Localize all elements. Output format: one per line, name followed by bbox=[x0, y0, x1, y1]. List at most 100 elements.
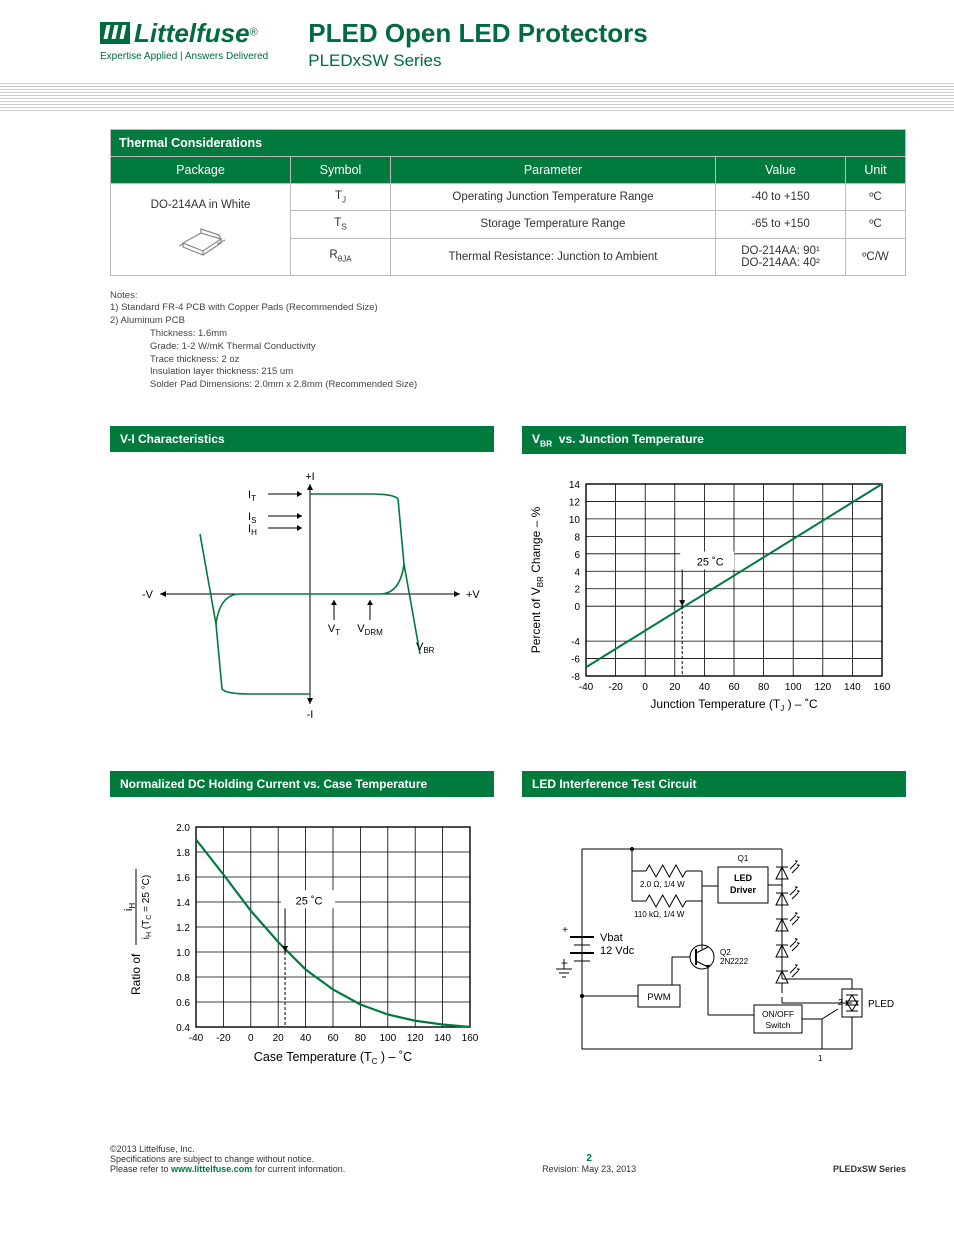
svg-text:-40: -40 bbox=[189, 1033, 204, 1044]
svg-text:Case Temperature (TC ) – ˚C: Case Temperature (TC ) – ˚C bbox=[254, 1050, 412, 1066]
vbr-chart: -40-20020406080100120140160-8-6-40246810… bbox=[522, 454, 906, 731]
svg-text:1.6: 1.6 bbox=[176, 873, 190, 884]
th-unit: Unit bbox=[846, 157, 906, 184]
th-value: Value bbox=[716, 157, 846, 184]
svg-text:25 ˚C: 25 ˚C bbox=[296, 896, 323, 908]
svg-text:PLED: PLED bbox=[868, 999, 894, 1010]
svg-text:4: 4 bbox=[574, 568, 580, 579]
svg-text:+: + bbox=[562, 925, 568, 936]
svg-text:12 Vdc: 12 Vdc bbox=[600, 945, 635, 957]
svg-text:Q1: Q1 bbox=[738, 854, 749, 863]
page-header: Littelfuse® Expertise Applied | Answers … bbox=[0, 0, 954, 83]
svg-text:1.0: 1.0 bbox=[176, 948, 190, 959]
svg-text:-V: -V bbox=[142, 589, 154, 601]
svg-text:0.4: 0.4 bbox=[176, 1023, 190, 1034]
svg-text:IT: IT bbox=[248, 489, 256, 503]
svg-text:40: 40 bbox=[699, 682, 711, 693]
svg-text:VT: VT bbox=[328, 623, 340, 637]
table-row: DO-214AA in White TJ Operati bbox=[111, 184, 906, 211]
footer-series: PLEDxSW Series bbox=[833, 1164, 906, 1174]
svg-text:1.4: 1.4 bbox=[176, 898, 190, 909]
svg-text:25 ˚C: 25 ˚C bbox=[697, 557, 724, 569]
svg-text:IH: IH bbox=[248, 523, 257, 537]
svg-text:8: 8 bbox=[574, 533, 580, 544]
package-label: DO-214AA in White bbox=[151, 199, 251, 211]
svg-text:VDRM: VDRM bbox=[357, 623, 383, 637]
svg-text:0: 0 bbox=[574, 603, 580, 614]
svg-text:60: 60 bbox=[728, 682, 740, 693]
svg-text:110 kΩ, 1/4 W: 110 kΩ, 1/4 W bbox=[634, 910, 685, 919]
svg-text:1: 1 bbox=[818, 1054, 823, 1063]
vbr-chart-title: VBR vs. Junction Temperature bbox=[522, 426, 906, 454]
svg-text:160: 160 bbox=[874, 682, 891, 693]
brand-tagline: Expertise Applied | Answers Delivered bbox=[100, 51, 268, 62]
brand-name: Littelfuse bbox=[134, 18, 250, 48]
svg-text:0.6: 0.6 bbox=[176, 998, 190, 1009]
svg-text:Switch: Switch bbox=[765, 1020, 790, 1030]
svg-text:ON/OFF: ON/OFF bbox=[762, 1009, 794, 1019]
svg-text:20: 20 bbox=[669, 682, 681, 693]
svg-text:1.2: 1.2 bbox=[176, 923, 190, 934]
svg-text:12: 12 bbox=[569, 498, 581, 509]
svg-text:Driver: Driver bbox=[730, 885, 757, 895]
doc-title: PLED Open LED Protectors bbox=[308, 18, 648, 49]
svg-text:iH (TC = 25 °C): iH (TC = 25 °C) bbox=[141, 875, 153, 939]
svg-text:-20: -20 bbox=[216, 1033, 231, 1044]
svg-text:Vbat: Vbat bbox=[600, 932, 623, 944]
svg-text:20: 20 bbox=[273, 1033, 285, 1044]
svg-text:PWM: PWM bbox=[647, 992, 670, 1003]
svg-text:Ratio of: Ratio of bbox=[129, 953, 143, 995]
svg-text:120: 120 bbox=[407, 1033, 424, 1044]
header-divider bbox=[0, 83, 954, 111]
page-number: 2 bbox=[345, 1153, 833, 1164]
page-footer: ©2013 Littelfuse, Inc. Specifications ar… bbox=[0, 1144, 954, 1198]
ih-chart: -40 -20 0 20 40 60 80 100 120 140 160 0.4 0.6 0.8 1.0 1… bbox=[110, 797, 494, 1084]
svg-text:10: 10 bbox=[569, 515, 581, 526]
svg-text:LED: LED bbox=[734, 873, 753, 883]
svg-text:-40: -40 bbox=[579, 682, 594, 693]
svg-text:14: 14 bbox=[569, 480, 581, 491]
svg-text:60: 60 bbox=[327, 1033, 339, 1044]
svg-text:Junction Temperature (TJ ) –: Junction Temperature (TJ ) – ˚C bbox=[650, 697, 818, 713]
doc-series: PLEDxSW Series bbox=[308, 51, 648, 71]
svg-text:6: 6 bbox=[574, 550, 580, 561]
th-parameter: Parameter bbox=[391, 157, 716, 184]
svg-text:80: 80 bbox=[355, 1033, 367, 1044]
thermal-table: Thermal Considerations Package Symbol Pa… bbox=[110, 129, 906, 276]
svg-text:-20: -20 bbox=[608, 682, 623, 693]
svg-text:-I: -I bbox=[307, 709, 314, 721]
th-package: Package bbox=[111, 157, 291, 184]
circuit-chart: +−Vbat12 Vdc2.0 Ω, 1/4 W110 kΩ, 1/4 WLED… bbox=[522, 797, 906, 1084]
svg-text:Q2: Q2 bbox=[720, 948, 731, 957]
svg-text:140: 140 bbox=[844, 682, 861, 693]
ih-chart-title: Normalized DC Holding Current vs. Case T… bbox=[110, 771, 494, 797]
th-symbol: Symbol bbox=[291, 157, 391, 184]
svg-text:40: 40 bbox=[300, 1033, 312, 1044]
notes-block: Notes: 1) Standard FR-4 PCB with Copper … bbox=[110, 290, 906, 393]
svg-text:2N2222: 2N2222 bbox=[720, 957, 749, 966]
svg-text:2: 2 bbox=[574, 585, 580, 596]
svg-text:+I: +I bbox=[305, 471, 314, 483]
thermal-section-title: Thermal Considerations bbox=[111, 130, 906, 157]
svg-text:120: 120 bbox=[814, 682, 831, 693]
website-link[interactable]: www.littelfuse.com bbox=[171, 1164, 252, 1174]
svg-text:0: 0 bbox=[642, 682, 648, 693]
littelfuse-icon bbox=[100, 22, 130, 44]
svg-text:iH: iH bbox=[123, 903, 137, 911]
svg-text:100: 100 bbox=[379, 1033, 396, 1044]
vi-chart-title: V-I Characteristics bbox=[110, 426, 494, 452]
svg-text:1.8: 1.8 bbox=[176, 848, 190, 859]
svg-text:-6: -6 bbox=[571, 655, 580, 666]
svg-text:-4: -4 bbox=[571, 638, 580, 649]
svg-text:140: 140 bbox=[434, 1033, 451, 1044]
vi-chart: +I-I+V-VITISIHVTVDRMVBR bbox=[110, 452, 494, 729]
svg-text:Percent of VBR Change – %: Percent of VBR Change – % bbox=[529, 507, 545, 654]
circuit-chart-title: LED Interference Test Circuit bbox=[522, 771, 906, 797]
svg-text:0: 0 bbox=[248, 1033, 254, 1044]
package-icon bbox=[171, 217, 231, 259]
svg-text:160: 160 bbox=[462, 1033, 479, 1044]
svg-text:80: 80 bbox=[758, 682, 770, 693]
svg-text:0.8: 0.8 bbox=[176, 973, 190, 984]
svg-text:2.0 Ω, 1/4 W: 2.0 Ω, 1/4 W bbox=[640, 880, 685, 889]
svg-text:100: 100 bbox=[785, 682, 802, 693]
